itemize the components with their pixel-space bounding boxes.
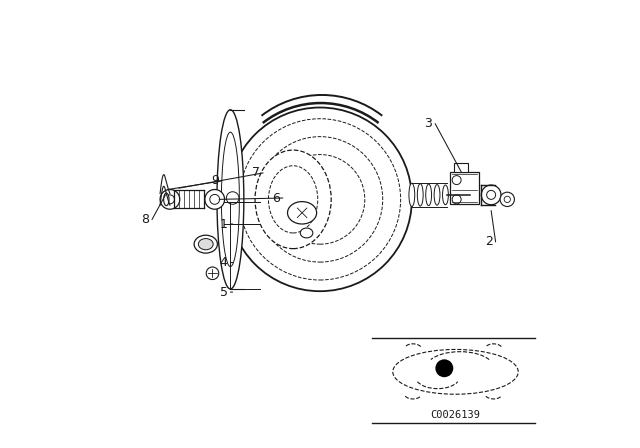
Text: 7: 7	[252, 166, 260, 180]
Ellipse shape	[164, 193, 169, 206]
Bar	[454, 163, 468, 172]
Ellipse shape	[434, 185, 440, 205]
Ellipse shape	[426, 184, 431, 206]
Ellipse shape	[198, 238, 213, 250]
Circle shape	[206, 267, 219, 280]
Ellipse shape	[217, 110, 244, 289]
Text: C0026139: C0026139	[431, 410, 481, 420]
Text: 9: 9	[211, 174, 219, 188]
Circle shape	[481, 185, 501, 205]
Circle shape	[160, 190, 180, 209]
Ellipse shape	[255, 150, 332, 249]
Circle shape	[205, 190, 225, 209]
Circle shape	[435, 359, 453, 377]
Circle shape	[452, 176, 461, 185]
Text: 2: 2	[485, 235, 493, 249]
Text: 4: 4	[220, 256, 228, 269]
Circle shape	[227, 192, 239, 204]
Bar	[450, 172, 479, 204]
Text: 8: 8	[141, 213, 149, 226]
Text: 6: 6	[272, 191, 280, 205]
Text: 5: 5	[220, 285, 228, 299]
Ellipse shape	[417, 184, 423, 206]
Ellipse shape	[287, 202, 317, 224]
Ellipse shape	[300, 228, 313, 238]
Text: 1: 1	[220, 217, 228, 231]
Circle shape	[500, 192, 515, 207]
Ellipse shape	[409, 183, 415, 207]
Text: 3: 3	[424, 117, 433, 130]
Ellipse shape	[194, 235, 218, 253]
Ellipse shape	[442, 185, 449, 205]
